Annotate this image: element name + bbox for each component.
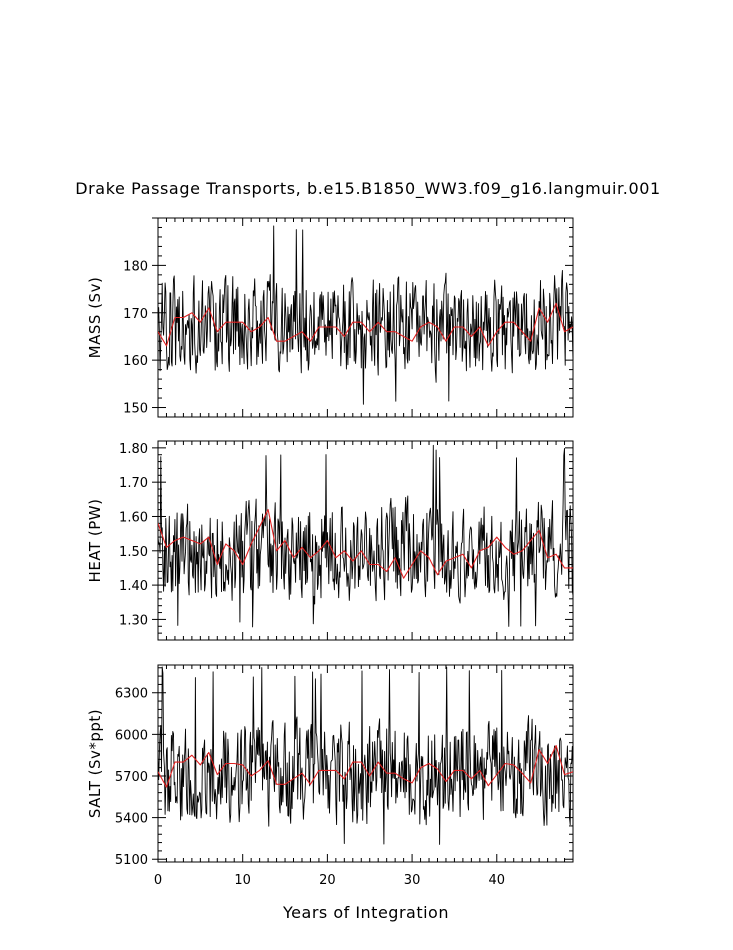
y-tick-label: 5400 xyxy=(115,812,148,827)
y-tick-label: 170 xyxy=(123,307,148,322)
y-tick-label: 180 xyxy=(123,259,148,274)
y-tick-label: 1.70 xyxy=(119,476,148,491)
series-line-annual xyxy=(158,744,573,788)
series-line-annual xyxy=(158,509,573,579)
panels: 150 160 170 180 MASS (Sv) 1.30 1.40 1.50 1.60 1.7… xyxy=(86,217,574,888)
y-axis-label: MASS (Sv) xyxy=(86,277,104,359)
y-tick-label: 6300 xyxy=(115,687,148,702)
y-axis-label: SALT (Sv*ppt) xyxy=(86,709,104,818)
y-tick-label: 150 xyxy=(123,402,148,417)
x-tick-label: 40 xyxy=(489,873,506,888)
x-tick-label: 0 xyxy=(154,873,162,888)
x-tick-label: 30 xyxy=(404,873,421,888)
series-line-monthly xyxy=(158,225,573,405)
y-tick-label: 1.60 xyxy=(119,510,148,525)
series-line-annual xyxy=(158,302,573,347)
series-line-monthly xyxy=(158,444,573,628)
x-tick-label: 10 xyxy=(234,873,251,888)
chart-title: Drake Passage Transports, b.e15.B1850_WW… xyxy=(75,179,661,199)
y-tick-label: 1.80 xyxy=(119,442,148,457)
x-tick-label: 20 xyxy=(319,873,336,888)
y-tick-label: 1.40 xyxy=(119,579,148,594)
panel-2: 1.30 1.40 1.50 1.60 1.70 1.80 HEAT (PW) xyxy=(86,440,574,641)
series-line-monthly xyxy=(158,666,573,845)
plot-frame xyxy=(157,217,574,418)
panel-1: 150 160 170 180 MASS (Sv) xyxy=(86,217,574,418)
y-axis-label: HEAT (PW) xyxy=(86,499,104,583)
y-tick-label: 1.50 xyxy=(119,545,148,560)
panel-3: 5100 5400 5700 6000 6300 0 10 20 30 40 SALT (Sv*pp… xyxy=(86,664,574,888)
y-tick-label: 6000 xyxy=(115,728,148,743)
y-tick-label: 1.30 xyxy=(119,613,148,628)
y-tick-label: 160 xyxy=(123,354,148,369)
y-tick-label: 5100 xyxy=(115,853,148,868)
x-axis-label: Years of Integration xyxy=(282,903,449,922)
y-tick-label: 5700 xyxy=(115,770,148,785)
